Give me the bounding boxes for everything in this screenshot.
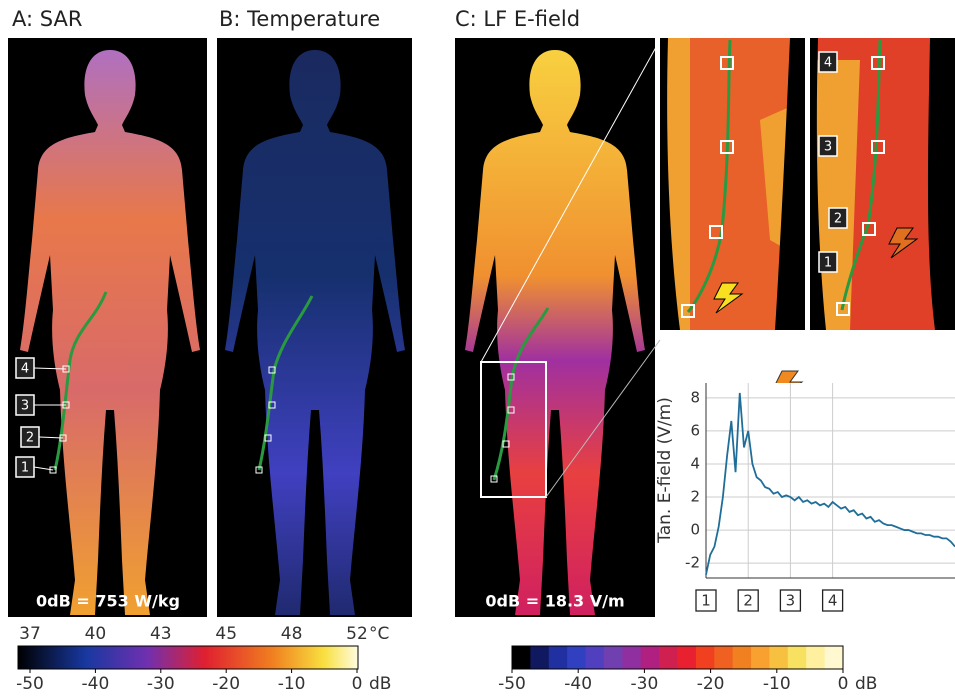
colorbar-top-label: 52 [346, 624, 368, 644]
colorbar-top-unit: °C [369, 624, 389, 644]
colorbar-unit: dB [369, 674, 391, 694]
colorbar-label: 0 [838, 674, 849, 694]
colorbar-step [659, 646, 678, 669]
colorbar-step [751, 646, 770, 669]
colorbar-step [622, 646, 641, 669]
colorbar-step [825, 646, 844, 669]
marker-label: 3 [21, 399, 29, 414]
colorbar-step [696, 646, 715, 669]
colorbar-label: -40 [564, 674, 592, 694]
marker-label: 3 [824, 140, 832, 155]
x-tick-label: 2 [743, 592, 753, 610]
marker-label: 2 [834, 212, 842, 227]
panel-title: C: LF E-field [455, 7, 580, 31]
panel-title: B: Temperature [219, 7, 380, 31]
panel-note: 0dB = 18.3 V/m [485, 592, 624, 611]
marker-label: 1 [824, 256, 832, 271]
y-tick-label: 0 [690, 521, 700, 539]
colorbar-step [788, 646, 807, 669]
colorbar-step [641, 646, 660, 669]
colorbar-step [769, 646, 788, 669]
colorbar-step [586, 646, 605, 669]
marker-label: 2 [26, 431, 34, 446]
panel-title: A: SAR [12, 7, 82, 31]
x-tick-label: 3 [786, 592, 796, 610]
colorbar-label: -30 [147, 674, 175, 694]
marker-label: 1 [21, 461, 29, 476]
colorbar-unit: dB [855, 674, 877, 694]
y-tick-label: 4 [690, 454, 700, 472]
marker-label: 4 [824, 56, 832, 71]
x-tick-label: 1 [701, 592, 711, 610]
colorbar-top-label: 40 [85, 624, 107, 644]
colorbar-top-label: 37 [19, 624, 41, 644]
colorbar-label: -50 [498, 674, 526, 694]
figure: Tan. E-field (V/m) A: SAR 0dB = 753 W/kg B… [0, 0, 955, 696]
colorbar-top-label: 45 [215, 624, 237, 644]
marker-label: 4 [21, 362, 29, 377]
colorbar-step [678, 646, 697, 669]
colorbar-label: -20 [697, 674, 725, 694]
colorbar-top-label: 48 [281, 624, 303, 644]
colorbar-step [512, 646, 531, 669]
colorbar-step [733, 646, 752, 669]
y-tick-label: 2 [690, 488, 700, 506]
colorbar-label: 0 [352, 674, 363, 694]
colorbar-step [530, 646, 549, 669]
panel-note: 0dB = 753 W/kg [36, 592, 180, 611]
chart-bg [706, 383, 955, 578]
y-tick-label: 8 [690, 388, 700, 406]
colorbar-step [714, 646, 733, 669]
x-tick-label: 4 [828, 592, 838, 610]
colorbar-label: -40 [82, 674, 110, 694]
colorbar-label: -20 [212, 674, 240, 694]
colorbar-top-label: 43 [150, 624, 172, 644]
y-tick-label: 6 [690, 421, 700, 439]
y-tick-label: -2 [685, 554, 700, 572]
colorbar-continuous [18, 646, 358, 669]
colorbar-label: -10 [763, 674, 791, 694]
colorbar-step [604, 646, 623, 669]
colorbar-step [567, 646, 586, 669]
y-axis-label: Tan. E-field (V/m) [655, 397, 675, 544]
colorbar-label: -10 [278, 674, 306, 694]
colorbar-label: -50 [16, 674, 44, 694]
colorbar-label: -30 [631, 674, 659, 694]
colorbar-step [806, 646, 825, 669]
colorbar-step [549, 646, 568, 669]
